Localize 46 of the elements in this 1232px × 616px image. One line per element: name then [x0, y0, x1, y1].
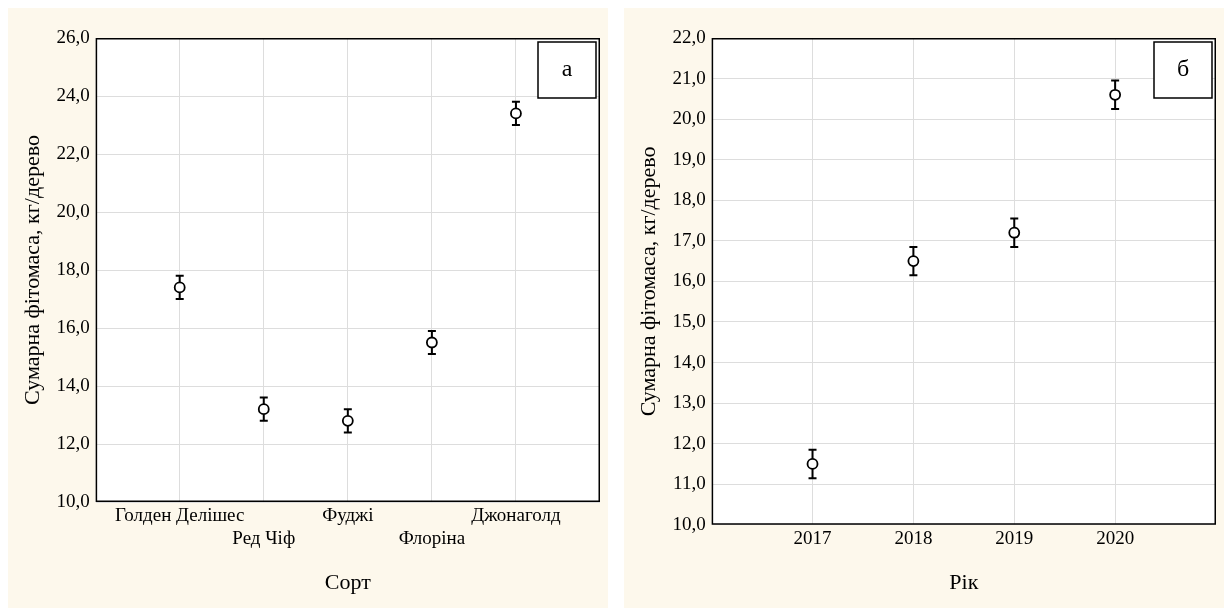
x-axis-title: Рік — [949, 568, 979, 594]
y-tick-label: 18,0 — [672, 188, 706, 210]
x-axis-title: Сорт — [324, 568, 372, 594]
y-tick-label: 16,0 — [672, 269, 706, 291]
y-tick-label: 26,0 — [56, 25, 90, 47]
point — [907, 255, 920, 268]
y-axis-title: Сумарна фітомаса, кг/дерево — [18, 135, 44, 405]
y-tick-label: 12,0 — [56, 431, 90, 453]
point — [173, 281, 186, 294]
y-tick-label: 10,0 — [672, 512, 706, 534]
y-tick-label: 19,0 — [672, 147, 706, 169]
y-tick-label: 20,0 — [56, 199, 90, 221]
y-tick-label: 10,0 — [56, 489, 90, 511]
y-tick-label: 14,0 — [56, 373, 90, 395]
x-tick-label: Флоріна — [398, 527, 466, 549]
y-axis-title: Сумарна фітомаса, кг/дерево — [634, 146, 660, 417]
annotation: а — [561, 55, 573, 82]
point — [341, 414, 354, 427]
point — [1008, 226, 1021, 239]
x-tick-label: 2020 — [1096, 527, 1135, 549]
point — [257, 403, 270, 416]
y-tick-label: 17,0 — [672, 228, 706, 250]
y-tick-label: 15,0 — [672, 309, 706, 331]
y-tick-label: 21,0 — [672, 66, 706, 88]
point — [425, 336, 438, 349]
x-tick-label: Джонаголд — [471, 504, 561, 526]
y-tick-label: 22,0 — [56, 141, 90, 163]
x-tick-label: 2017 — [793, 527, 832, 549]
y-tick-label: 12,0 — [672, 431, 706, 453]
annotation: б — [1176, 55, 1190, 82]
point — [510, 107, 522, 120]
point — [806, 458, 819, 470]
y-tick-label: 18,0 — [56, 257, 90, 279]
y-tick-label: 13,0 — [672, 391, 706, 413]
y-tick-label: 24,0 — [56, 83, 90, 105]
x-tick-label: 2019 — [995, 527, 1034, 549]
y-tick-label: 20,0 — [672, 107, 706, 129]
x-tick-label: 2018 — [894, 527, 933, 549]
point — [1109, 88, 1122, 101]
y-tick-label: 22,0 — [672, 25, 706, 47]
x-tick-label: Фуджі — [322, 504, 374, 526]
x-tick-label: Ред Чіф — [232, 527, 296, 549]
y-tick-label: 14,0 — [672, 350, 706, 372]
y-tick-label: 16,0 — [56, 315, 90, 337]
x-tick-label: Голден Делішес — [115, 504, 245, 526]
y-tick-label: 11,0 — [673, 472, 706, 494]
